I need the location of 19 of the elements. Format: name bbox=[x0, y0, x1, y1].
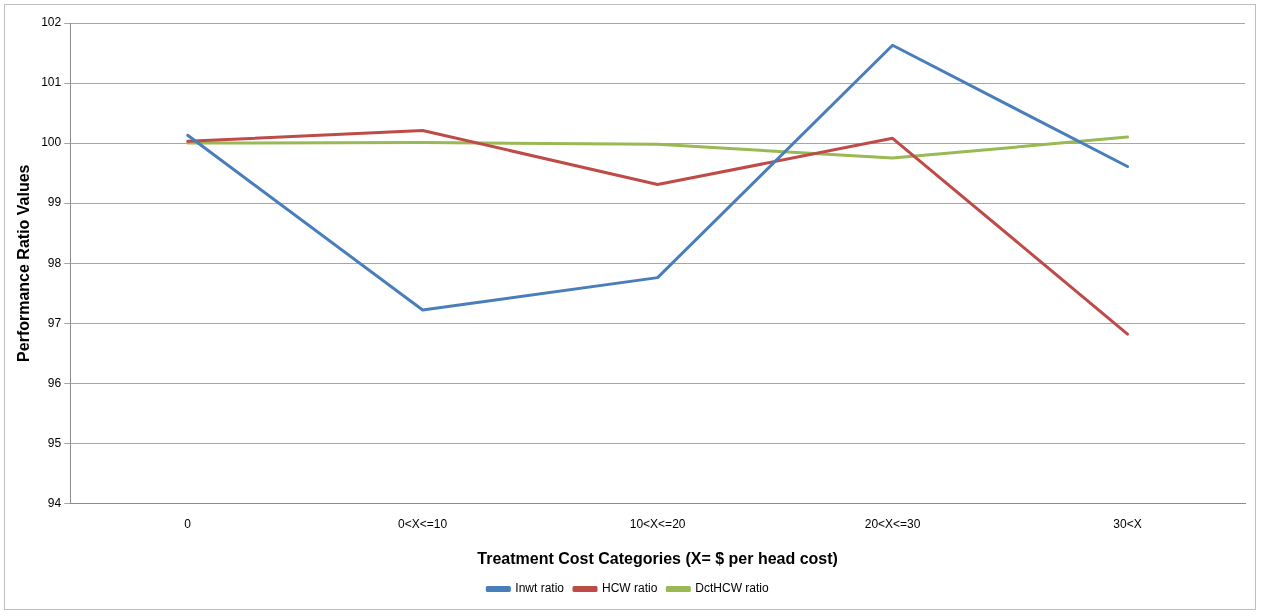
y-tick-label: 97 bbox=[47, 315, 62, 330]
y-tick-label: 99 bbox=[47, 195, 62, 210]
x-tick-label: 0<X<=10 bbox=[398, 516, 448, 531]
y-tick-label: 100 bbox=[41, 135, 62, 150]
y-tick-label: 95 bbox=[47, 435, 62, 450]
legend-label: Inwt ratio bbox=[515, 581, 565, 596]
x-tick-label: 20<X<=30 bbox=[864, 516, 921, 531]
x-tick-label: 0 bbox=[184, 516, 192, 531]
y-tick-label: 98 bbox=[47, 255, 62, 270]
x-tick-label: 10<X<=20 bbox=[629, 516, 686, 531]
legend-label: HCW ratio bbox=[602, 581, 658, 596]
y-tick-label: 101 bbox=[41, 75, 62, 90]
y-axis-title: Performance Ratio Values bbox=[15, 164, 33, 362]
y-tick-label: 94 bbox=[47, 495, 62, 510]
x-tick-label: 30<X bbox=[1113, 516, 1142, 531]
y-tick-label: 102 bbox=[41, 15, 62, 30]
x-axis-title: Treatment Cost Categories (X= $ per head cost) bbox=[477, 549, 838, 567]
legend-label: DctHCW ratio bbox=[695, 581, 769, 596]
y-tick-label: 96 bbox=[47, 375, 62, 390]
